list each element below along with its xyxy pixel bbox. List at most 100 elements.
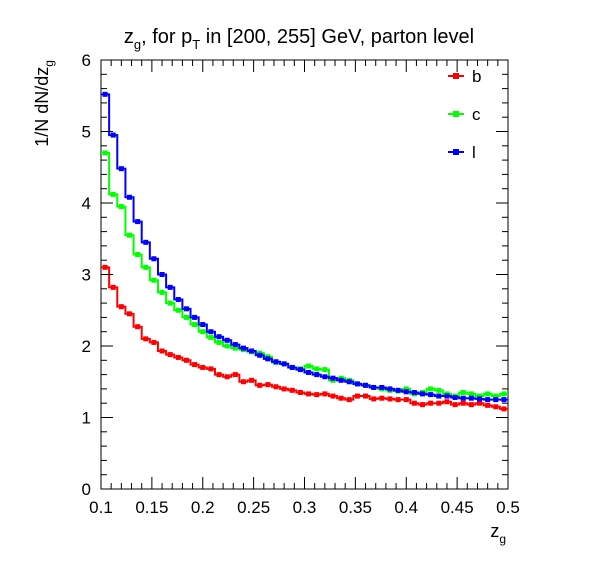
series-l-point	[387, 386, 393, 392]
series-b-point	[493, 404, 499, 410]
series-l-point	[289, 364, 295, 370]
title-sub-t: T	[192, 37, 200, 52]
series-l-point	[297, 367, 303, 373]
series-l-point	[183, 306, 189, 312]
series-l-point	[371, 384, 377, 390]
series-l-point	[281, 361, 287, 367]
series-l-point	[460, 395, 466, 401]
x-tick-label: 0.15	[135, 498, 168, 517]
series-c-point	[118, 204, 124, 210]
series-b-point	[232, 372, 238, 378]
y-tick-label: 1	[82, 409, 91, 428]
series-b-point	[118, 304, 124, 310]
series-b-point	[240, 379, 246, 385]
series-l-point	[224, 337, 230, 343]
series-b-point	[110, 284, 116, 290]
series-l-point	[338, 377, 344, 383]
x-tick-label: 0.5	[496, 498, 520, 517]
series-l-point	[240, 345, 246, 351]
series-c-point	[151, 277, 157, 283]
series-b-point	[167, 352, 173, 358]
series-b-point	[322, 391, 328, 397]
legend-label: c	[472, 105, 481, 124]
series-l-point	[208, 329, 214, 335]
series-c-point	[485, 391, 491, 397]
series-l-point	[200, 322, 206, 328]
y-tick-label: 2	[82, 337, 91, 356]
series-l-point	[102, 91, 108, 97]
series-c-point	[159, 289, 165, 295]
x-axis-label-main: z	[490, 521, 499, 541]
series-l-point	[468, 395, 474, 401]
series-b-point	[297, 389, 303, 395]
series-l-point	[363, 382, 369, 388]
series-l-point	[273, 359, 279, 365]
series-c-point	[167, 300, 173, 306]
title-rest: in [200, 255] GeV, parton level	[200, 26, 474, 48]
series-l-point	[346, 379, 352, 385]
legend-marker	[453, 111, 459, 117]
x-tick-label: 0.1	[89, 498, 113, 517]
series-l-point	[192, 314, 198, 320]
data-series	[101, 91, 508, 412]
x-axis-label: zg	[490, 521, 506, 546]
series-l-point	[436, 393, 442, 399]
series-l-point	[126, 194, 132, 200]
series-b-point	[216, 372, 222, 378]
series-l-point	[118, 166, 124, 172]
y-tick-label: 4	[82, 194, 91, 213]
series-c-point	[460, 389, 466, 395]
series-l-point	[452, 394, 458, 400]
series-b-point	[403, 397, 409, 403]
series-b-point	[436, 400, 442, 406]
series-b-point	[468, 402, 474, 408]
series-l-point	[477, 396, 483, 402]
series-c-point	[477, 393, 483, 399]
series-b-point	[371, 396, 377, 402]
series-l-point	[501, 397, 507, 403]
series-c-point	[306, 363, 312, 369]
series-l-point	[354, 381, 360, 387]
series-b-point	[224, 374, 230, 380]
series-l-point	[143, 239, 149, 245]
series-b-point	[102, 264, 108, 270]
series-b-point	[330, 393, 336, 399]
series-l-point	[232, 342, 238, 348]
series-l-step-line	[101, 93, 508, 401]
chart-title: zg, for pT in [200, 255] GeV, parton lev…	[124, 26, 474, 52]
series-c-point	[501, 391, 507, 397]
series-b-point	[501, 406, 507, 412]
series-c-point	[428, 386, 434, 392]
series-c-point	[135, 251, 141, 257]
series-l-point	[322, 374, 328, 380]
series-l-point	[151, 256, 157, 262]
series-l-point	[314, 372, 320, 378]
series-l-point	[444, 393, 450, 399]
series-l-point	[411, 389, 417, 395]
legend-marker	[453, 73, 459, 79]
series-l-point	[379, 384, 385, 390]
series-b-point	[363, 393, 369, 399]
series-c-point	[200, 329, 206, 335]
series-b-point	[452, 402, 458, 408]
series-b-point	[338, 395, 344, 401]
series-b-point	[289, 387, 295, 393]
series-l-point	[420, 391, 426, 397]
series-l-point	[306, 369, 312, 375]
series-c-point	[403, 386, 409, 392]
y-tick-label: 6	[82, 51, 91, 70]
series-l-point	[485, 397, 491, 403]
series-l-point	[265, 356, 271, 362]
series-b-point	[135, 324, 141, 330]
x-tick-label: 0.3	[293, 498, 317, 517]
series-l-point	[428, 392, 434, 398]
series-b-point	[265, 382, 271, 388]
y-axis-label: 1/N dN/dzg	[32, 60, 56, 147]
series-c-point	[102, 150, 108, 156]
series-c-point	[232, 345, 238, 351]
series-c-point	[322, 367, 328, 373]
series-c-point	[143, 264, 149, 270]
series-b-point	[346, 397, 352, 403]
series-b-point	[200, 364, 206, 370]
